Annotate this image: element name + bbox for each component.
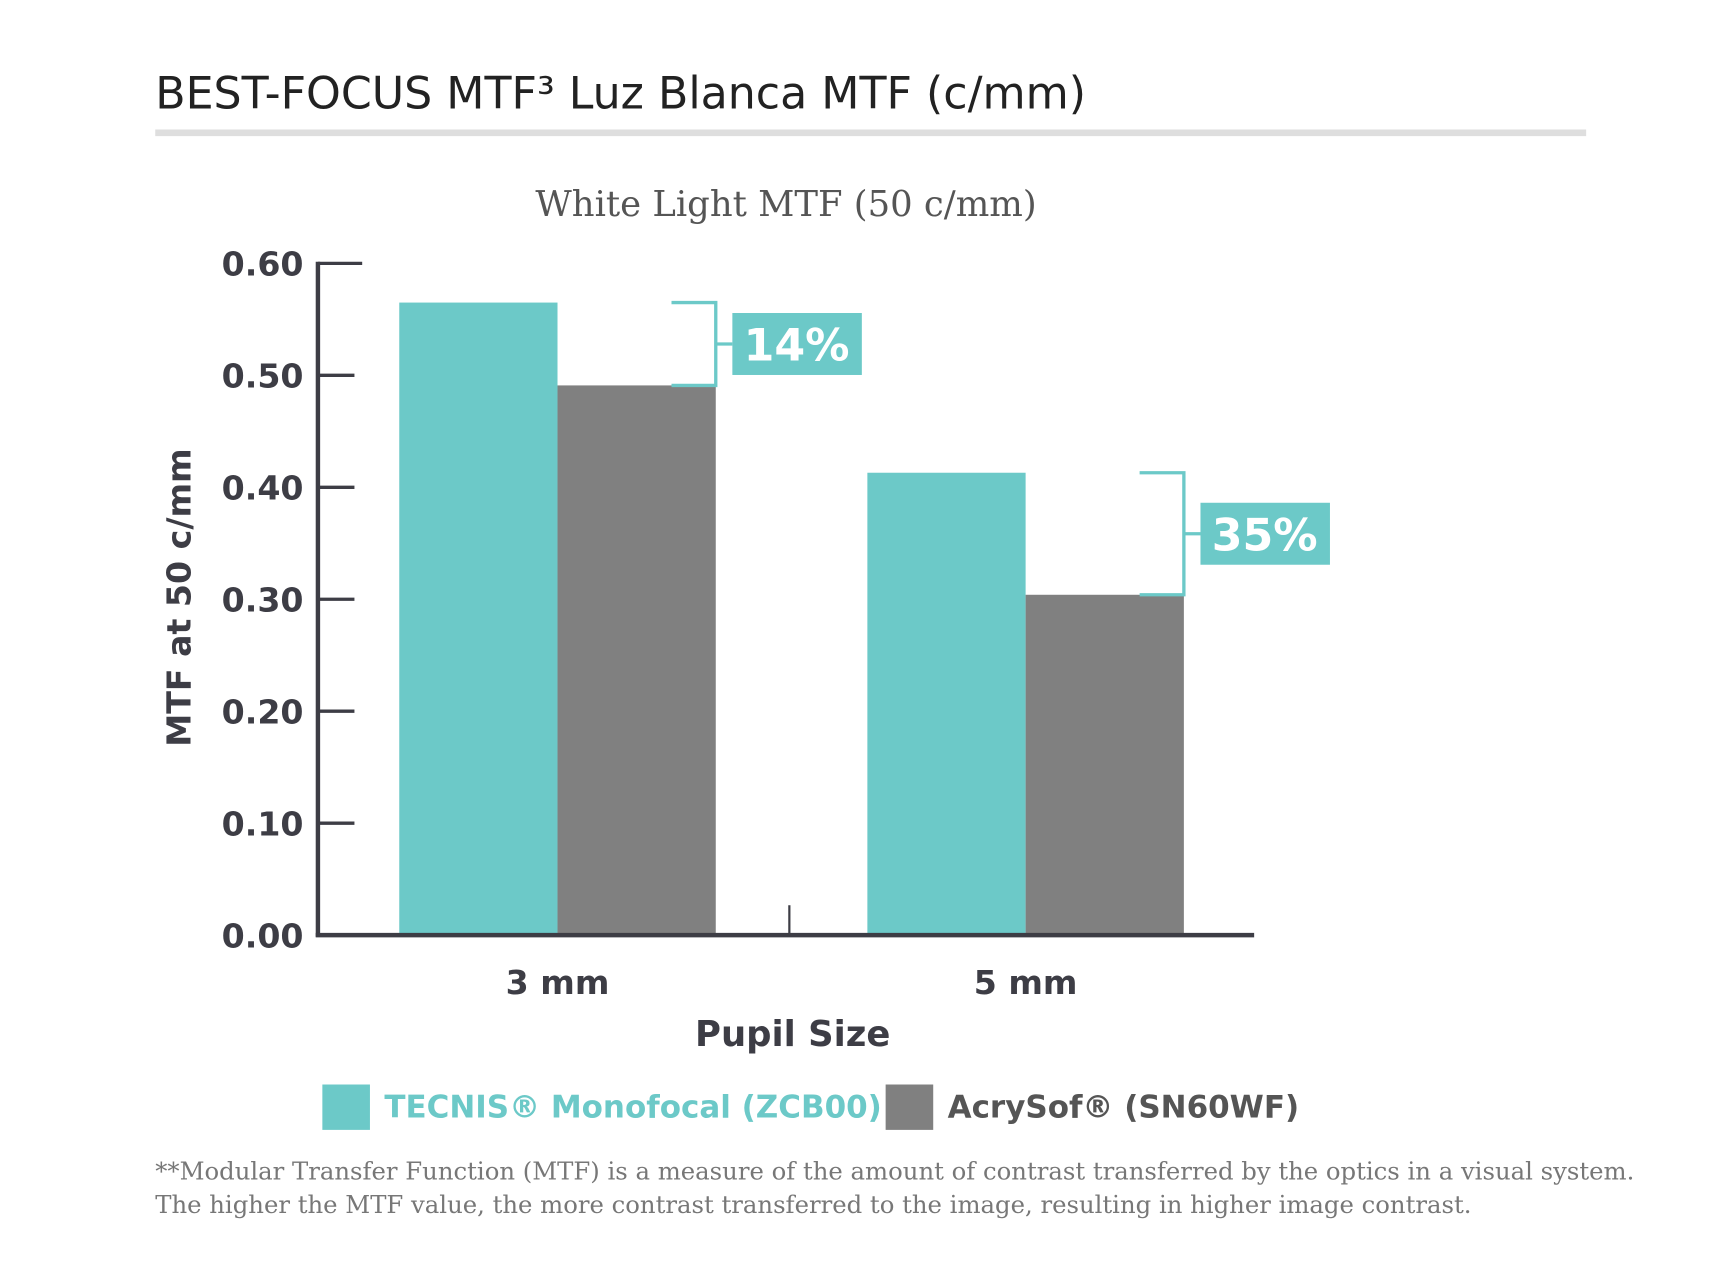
y-tick-label: 0.30 — [222, 580, 304, 619]
bar — [399, 302, 558, 936]
y-tick-label: 0.00 — [222, 916, 304, 955]
bracket — [1139, 471, 1201, 597]
x-tick-label: 5 mm — [974, 963, 1078, 1002]
bracket — [671, 300, 733, 388]
legend-label: AcrySof® (SN60WF) — [948, 1090, 1300, 1126]
annotation: 14% — [744, 321, 850, 372]
annotation: 35% — [1212, 510, 1318, 561]
footnote: The higher the MTF value, the more contr… — [155, 1190, 1471, 1219]
chart-title: BEST-FOCUS MTF³ Luz Blanca MTF (c/mm) — [155, 68, 1086, 119]
legend-swatch — [322, 1084, 370, 1130]
x-tick-label: 3 mm — [506, 963, 610, 1002]
annotation-box — [732, 313, 862, 375]
annotation-box — [1200, 502, 1330, 565]
y-axis-label: MTF at 50 c/mm — [160, 448, 199, 746]
chart-subtitle: White Light MTF (50 c/mm) — [535, 184, 1036, 225]
legend-swatch — [885, 1084, 934, 1130]
bar — [557, 385, 716, 936]
bar — [1025, 594, 1184, 936]
legend-label: TECNIS® Monofocal (ZCB00) — [384, 1090, 882, 1126]
y-tick-label: 0.60 — [222, 245, 304, 284]
y-tick-label: 0.40 — [222, 468, 304, 507]
y-tick-label: 0.50 — [222, 357, 304, 396]
x-axis-label: Pupil Size — [695, 1014, 890, 1055]
bar — [867, 472, 1026, 936]
y-tick-label: 0.10 — [222, 804, 304, 843]
y-tick-label: 0.20 — [222, 692, 304, 731]
footnote: **Modular Transfer Function (MTF) is a m… — [155, 1157, 1634, 1186]
